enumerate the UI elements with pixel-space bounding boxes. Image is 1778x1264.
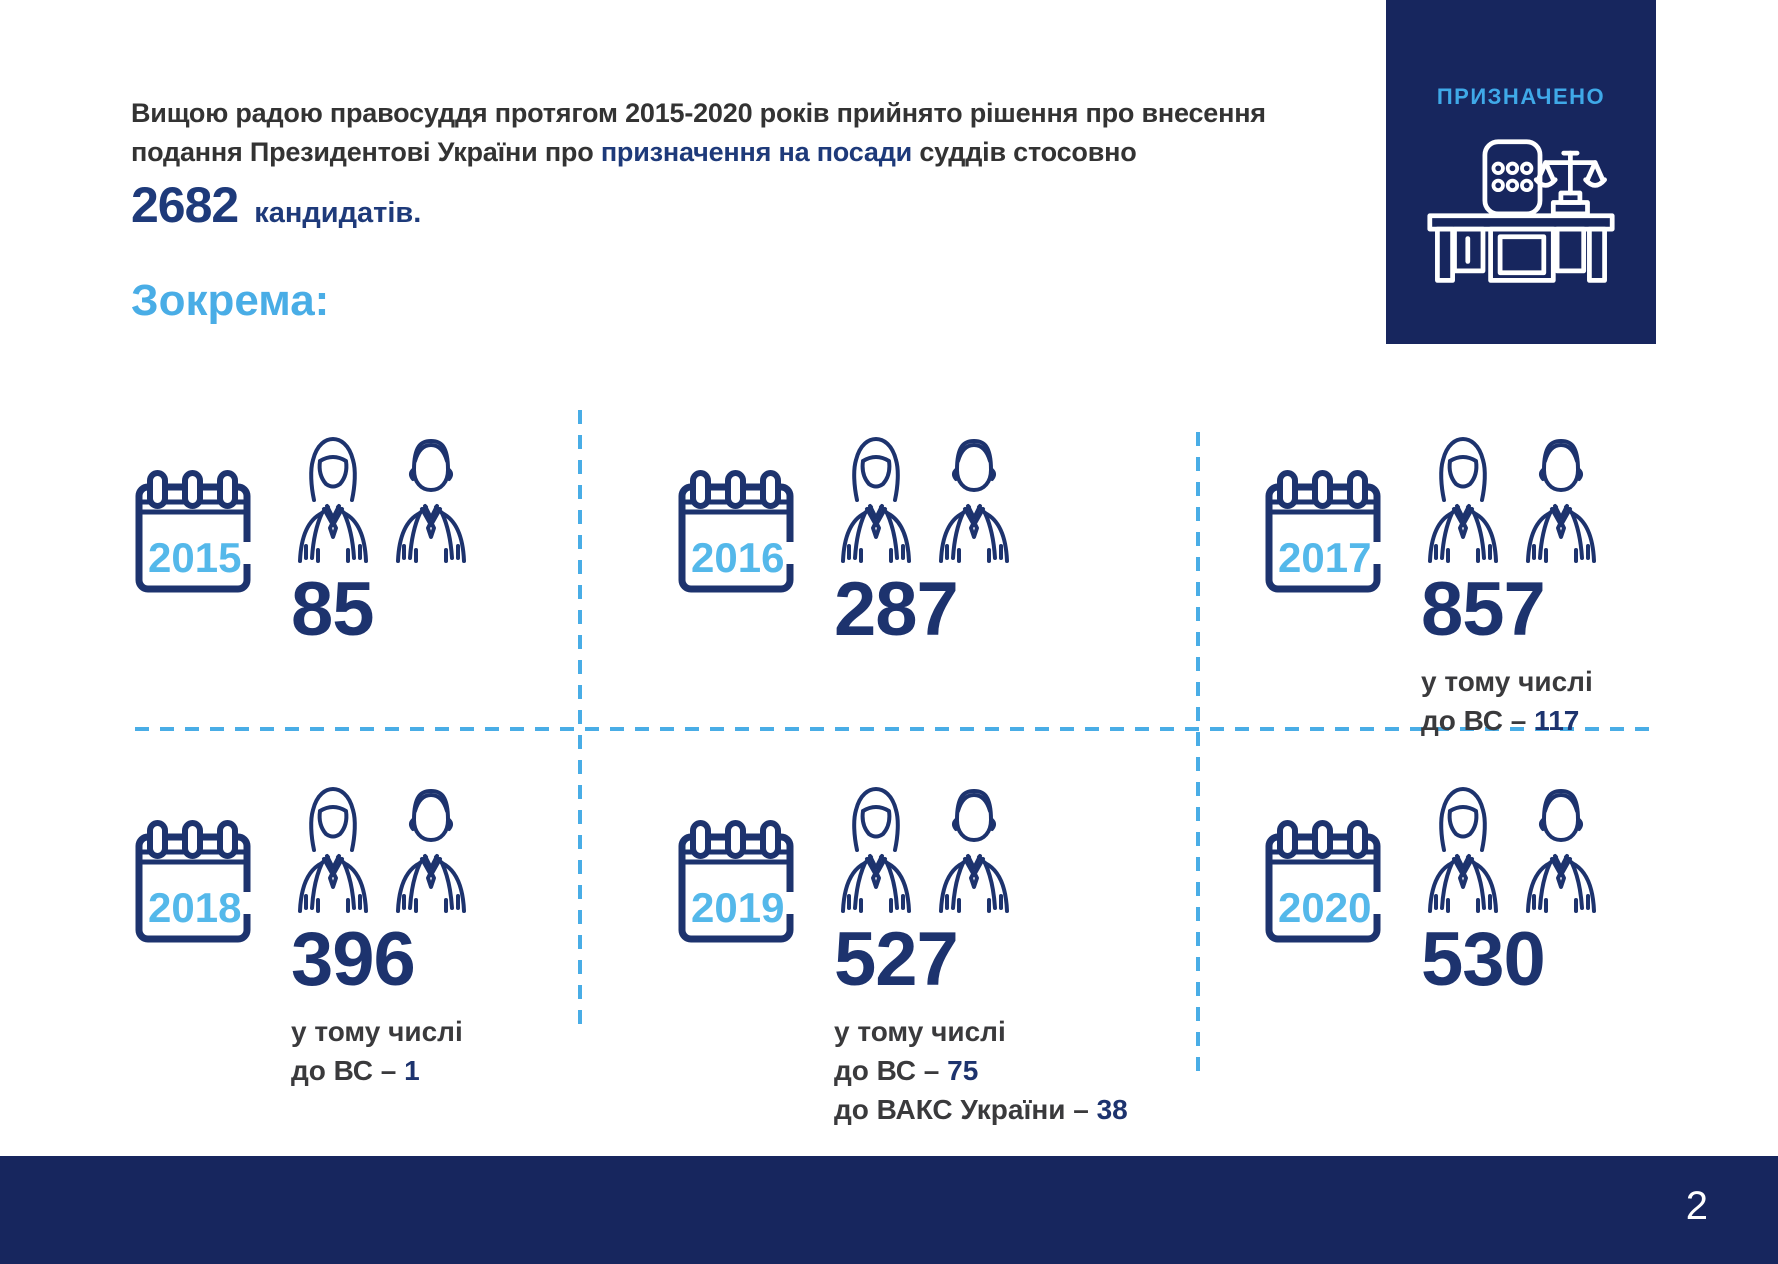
year-label: 2015 — [148, 534, 242, 581]
horizontal-dashed-divider — [135, 727, 1655, 731]
female-judge-icon — [1421, 434, 1505, 564]
detail-line: у тому числі — [834, 1012, 1128, 1051]
total-count-row: 2682 кандидатів. — [131, 180, 421, 230]
male-judge-icon — [932, 434, 1016, 564]
total-count: 2682 — [131, 177, 239, 233]
appointed-count: 85 — [291, 567, 375, 652]
intro-line1: Вищою радою правосуддя протягом 2015-202… — [131, 98, 1266, 128]
vertical-dashed-divider-left — [578, 410, 582, 1032]
year-label: 2017 — [1278, 534, 1372, 581]
detail-text: до ВС – — [291, 1055, 405, 1086]
calendar-icon: 2018 — [133, 820, 253, 946]
year-label: 2018 — [148, 884, 242, 931]
appointed-count: 396 — [291, 917, 416, 1002]
female-judge-icon — [834, 784, 918, 914]
appointed-count: 527 — [834, 917, 959, 1002]
footer-bar: 2 — [0, 1156, 1778, 1264]
detail-line: до ВС – 1 — [291, 1051, 463, 1090]
detail-text: до ВС – — [834, 1055, 948, 1086]
year-cell-2019: 2019 527 у тому числі до ВС – 75 до ВАКС… — [676, 784, 1128, 1129]
judges-icons — [834, 434, 1016, 564]
male-judge-icon — [389, 784, 473, 914]
detail-value: 38 — [1096, 1094, 1128, 1125]
detail-line: у тому числі — [1421, 662, 1593, 701]
judge-desk-icon — [1426, 136, 1616, 288]
male-judge-icon — [389, 434, 473, 564]
count-details: у тому числі до ВС – 75 до ВАКС України … — [834, 1012, 1128, 1129]
male-judge-icon — [932, 784, 1016, 914]
year-cell-2016: 2016 287 — [676, 434, 1016, 648]
calendar-icon: 2020 — [1263, 820, 1383, 946]
year-cell-2017: 2017 857 у тому числі до ВС – 117 — [1263, 434, 1603, 740]
female-judge-icon — [291, 434, 375, 564]
female-judge-icon — [1421, 784, 1505, 914]
badge-label: ПРИЗНАЧЕНО — [1436, 84, 1606, 109]
year-label: 2016 — [691, 534, 785, 581]
female-judge-icon — [834, 434, 918, 564]
year-cell-2018: 2018 396 у тому числі до ВС – 1 — [133, 784, 473, 1090]
judges-icons — [1421, 784, 1603, 914]
detail-text: у тому числі — [834, 1016, 1006, 1047]
detail-line: до ВС – 117 — [1421, 701, 1593, 740]
male-judge-icon — [1519, 784, 1603, 914]
section-heading: Зокрема: — [131, 276, 330, 325]
judges-icons — [291, 434, 473, 564]
detail-value: 1 — [404, 1055, 420, 1086]
judges-icons — [834, 784, 1016, 914]
detail-line: до ВС – 75 — [834, 1051, 1128, 1090]
calendar-icon: 2015 — [133, 470, 253, 596]
detail-value: 75 — [947, 1055, 979, 1086]
detail-text: до ВАКС України – — [834, 1094, 1097, 1125]
vertical-dashed-divider-right — [1196, 432, 1200, 1080]
male-judge-icon — [1519, 434, 1603, 564]
appointed-count: 857 — [1421, 567, 1546, 652]
page-number: 2 — [1685, 1184, 1708, 1228]
year-cell-2015: 2015 85 — [133, 434, 473, 648]
year-label: 2020 — [1278, 884, 1372, 931]
intro-highlight: призначення на посади — [600, 137, 913, 167]
year-cell-2020: 2020 530 — [1263, 784, 1603, 998]
total-count-suffix: кандидатів. — [254, 197, 422, 229]
appointed-badge: ПРИЗНАЧЕНО — [1386, 0, 1656, 344]
calendar-icon: 2019 — [676, 820, 796, 946]
detail-line: до ВАКС України – 38 — [834, 1090, 1128, 1129]
judges-icons — [291, 784, 473, 914]
judges-icons — [1421, 434, 1603, 564]
intro-line2-pre: подання Президентові України про — [131, 137, 601, 167]
detail-text: до ВС – — [1421, 705, 1535, 736]
intro-line2-post: суддів стосовно — [912, 137, 1137, 167]
count-details: у тому числі до ВС – 117 — [1421, 662, 1593, 740]
intro-paragraph: Вищою радою правосуддя протягом 2015-202… — [131, 94, 1341, 172]
detail-value: 117 — [1534, 705, 1580, 736]
calendar-icon: 2017 — [1263, 470, 1383, 596]
female-judge-icon — [291, 784, 375, 914]
detail-line: у тому числі — [291, 1012, 463, 1051]
appointed-count: 530 — [1421, 917, 1546, 1002]
count-details: у тому числі до ВС – 1 — [291, 1012, 463, 1090]
year-label: 2019 — [691, 884, 785, 931]
appointed-count: 287 — [834, 567, 959, 652]
detail-text: у тому числі — [1421, 666, 1593, 697]
detail-text: у тому числі — [291, 1016, 463, 1047]
calendar-icon: 2016 — [676, 470, 796, 596]
